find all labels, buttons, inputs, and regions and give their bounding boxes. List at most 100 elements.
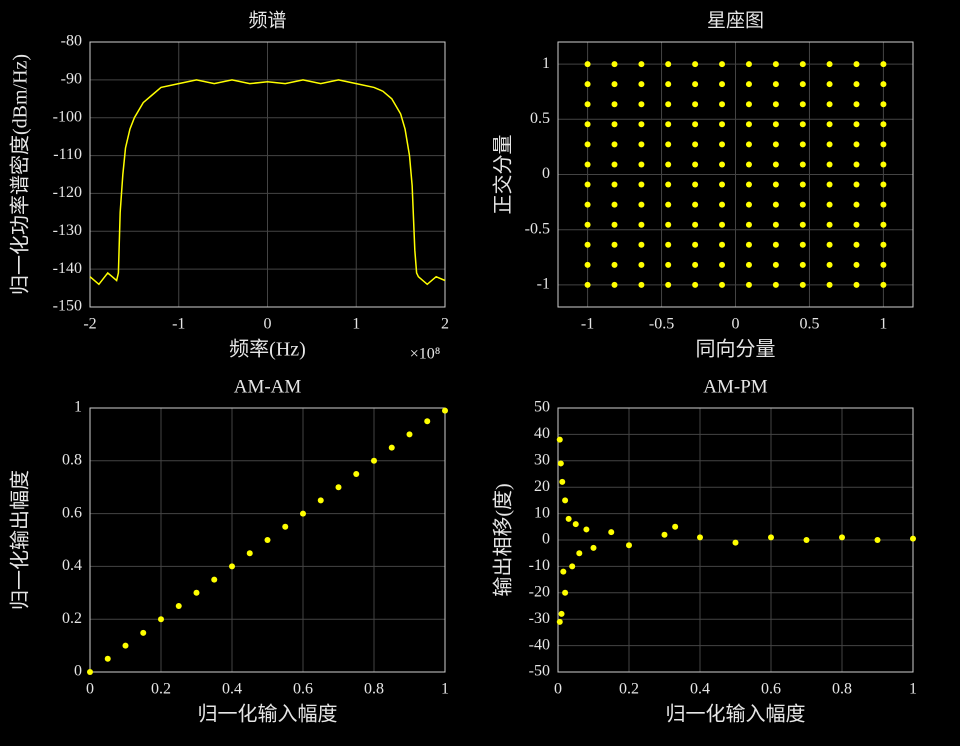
y-tick-label: -90: [61, 71, 82, 88]
point: [556, 436, 563, 443]
y-tick-label: 0: [542, 165, 550, 182]
point: [839, 534, 845, 541]
point: [799, 201, 806, 208]
point: [853, 81, 860, 88]
point: [745, 161, 752, 168]
point: [880, 261, 887, 268]
y-tick-label: 30: [534, 451, 550, 468]
point: [665, 181, 672, 188]
point: [874, 537, 881, 543]
y-tick-label: 0: [542, 531, 550, 548]
y-tick-label: 0.5: [530, 110, 550, 127]
point: [768, 534, 774, 541]
x-tick-label: 1: [352, 316, 360, 333]
point: [300, 510, 306, 517]
point: [772, 141, 779, 148]
point: [556, 618, 563, 625]
y-tick-label: 50: [534, 399, 550, 416]
point: [665, 201, 672, 208]
point: [772, 221, 779, 228]
point: [638, 161, 645, 168]
point: [193, 589, 200, 596]
point: [745, 221, 752, 228]
x-tick-label: 0: [86, 681, 94, 698]
x-axis-label: 频率(Hz): [229, 338, 306, 361]
point: [229, 563, 235, 570]
point: [880, 141, 887, 148]
point: [584, 121, 591, 128]
point: [880, 181, 887, 188]
point: [611, 81, 618, 88]
point: [745, 61, 752, 68]
x-axis-label: 归一化输入幅度: [198, 703, 338, 726]
point: [584, 201, 591, 208]
point: [626, 542, 632, 549]
point: [799, 261, 806, 268]
point: [611, 261, 618, 268]
y-axis-label: 归一化功率谱密度(dBm/Hz): [9, 54, 32, 295]
x-tick-label: 0: [732, 316, 740, 333]
point: [638, 181, 645, 188]
point: [826, 161, 833, 168]
point: [557, 460, 564, 467]
point: [665, 101, 672, 108]
point: [826, 201, 833, 208]
point: [558, 610, 565, 617]
x-tick-label: 0.4: [690, 681, 710, 698]
point: [442, 407, 448, 414]
y-tick-label: -20: [529, 583, 550, 600]
y-axis-label: 正交分量: [492, 135, 515, 215]
point: [880, 81, 887, 88]
point: [745, 81, 752, 88]
point: [584, 281, 591, 288]
point: [826, 241, 833, 248]
point: [638, 101, 645, 108]
point: [692, 221, 699, 228]
x-tick-label: 1: [441, 681, 449, 698]
chart-title: AM-PM: [703, 376, 768, 397]
point: [638, 221, 645, 228]
y-tick-label: 20: [534, 478, 550, 495]
point: [611, 201, 618, 208]
point: [590, 544, 597, 551]
x-tick-label: 2: [441, 316, 449, 333]
x-multiplier: ×10⁸: [410, 346, 441, 363]
point: [719, 81, 726, 88]
y-axis-label: 归一化输出幅度: [9, 470, 32, 610]
y-tick-label: -130: [53, 222, 82, 239]
point: [880, 201, 887, 208]
point: [692, 81, 699, 88]
point: [719, 161, 726, 168]
x-tick-label: 0.8: [832, 681, 852, 698]
point: [562, 589, 569, 596]
point: [799, 281, 806, 288]
point: [772, 101, 779, 108]
point: [140, 629, 147, 636]
point: [826, 101, 833, 108]
axes-frame: [89, 407, 446, 673]
point: [719, 261, 726, 268]
point: [880, 61, 887, 68]
point: [665, 241, 672, 248]
point: [692, 201, 699, 208]
point: [665, 121, 672, 128]
point: [745, 181, 752, 188]
y-tick-label: -140: [53, 260, 82, 277]
x-axis-label: 归一化输入幅度: [666, 703, 806, 726]
point: [611, 161, 618, 168]
point: [611, 281, 618, 288]
x-tick-label: -1: [172, 316, 185, 333]
x-tick-label: 0: [264, 316, 272, 333]
point: [559, 478, 566, 485]
point: [638, 261, 645, 268]
y-tick-label: -30: [529, 610, 550, 627]
point: [910, 535, 916, 542]
y-tick-label: -80: [61, 33, 82, 50]
point: [826, 281, 833, 288]
point: [772, 261, 779, 268]
y-tick-label: -100: [53, 108, 82, 125]
point: [576, 550, 583, 557]
point: [692, 241, 699, 248]
x-axis-label: 同向分量: [696, 338, 776, 361]
